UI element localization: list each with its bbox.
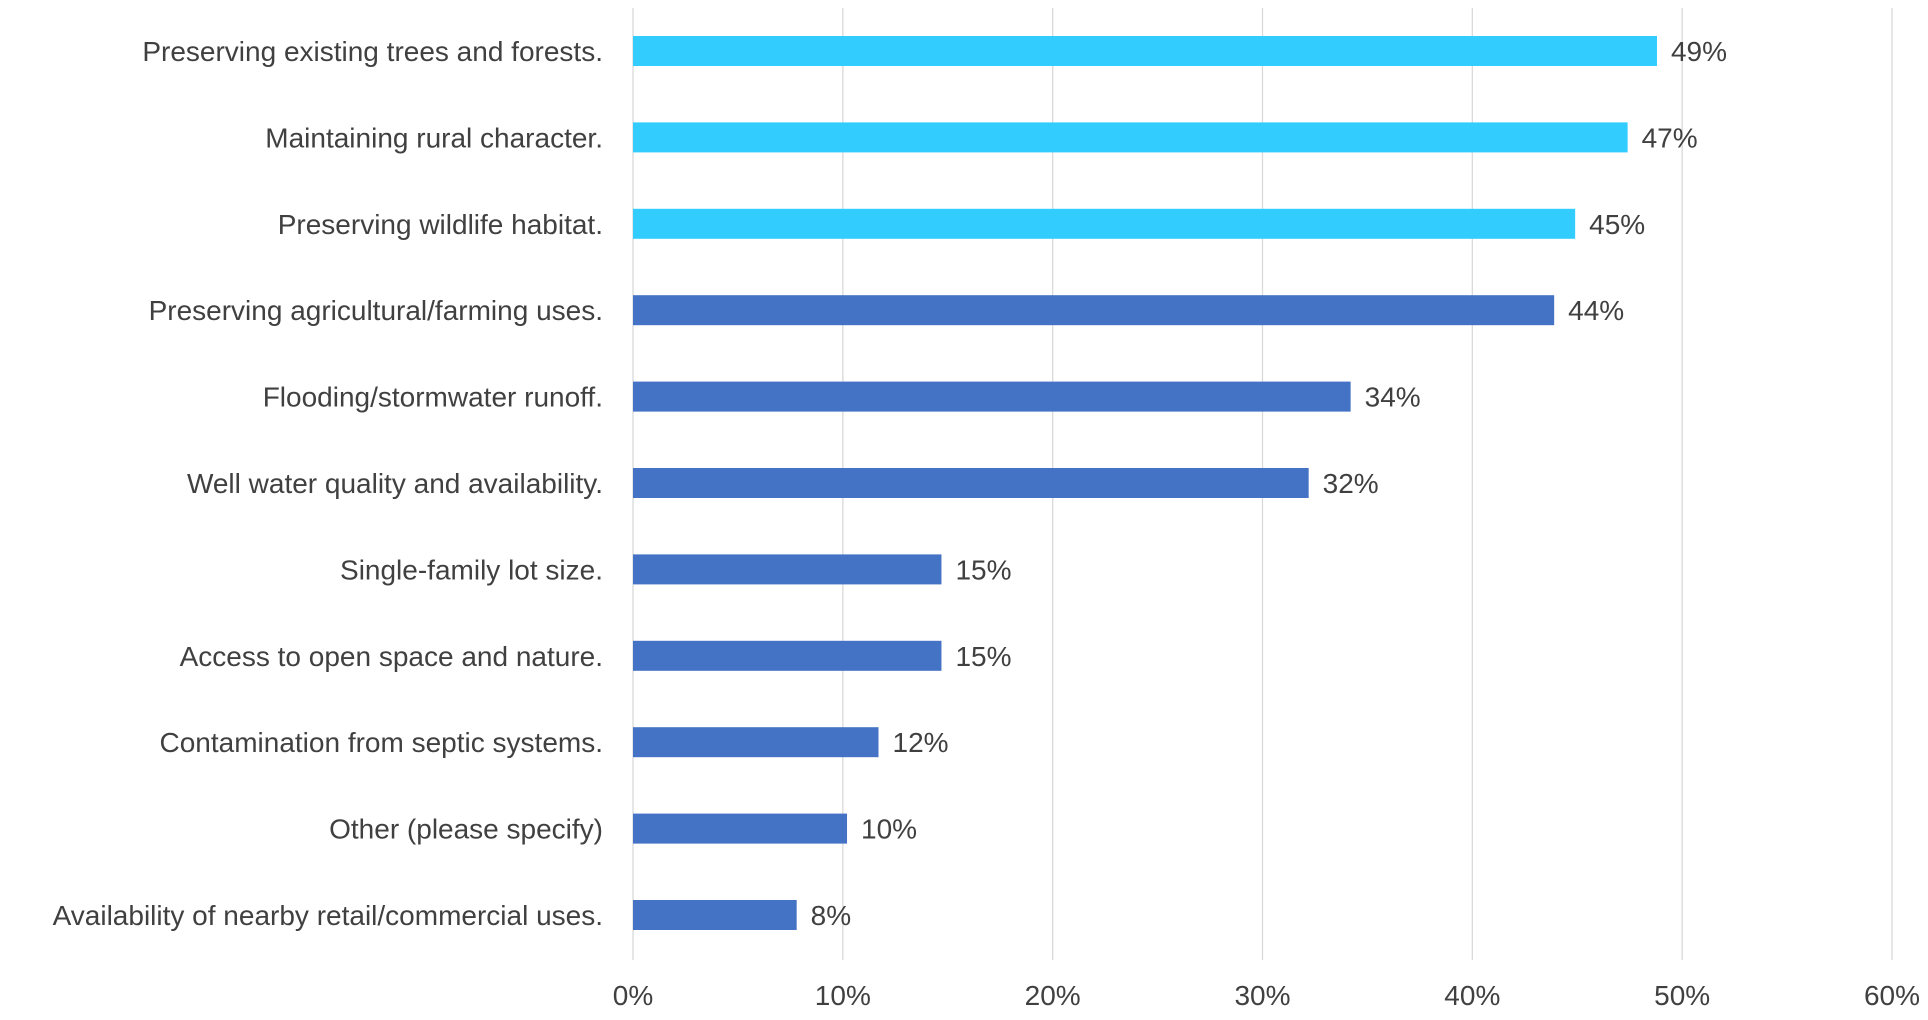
bar: [633, 813, 848, 844]
category-label: Availability of nearby retail/commercial…: [53, 900, 603, 931]
x-tick-label: 40%: [1444, 980, 1500, 1011]
x-tick-label: 30%: [1234, 980, 1290, 1011]
category-label: Well water quality and availability.: [187, 468, 603, 499]
data-label: 45%: [1589, 209, 1645, 240]
category-label: Flooding/stormwater runoff.: [263, 382, 603, 413]
category-label: Preserving agricultural/farming uses.: [149, 295, 603, 326]
data-label-layer: 49% 47% 45% 44% 34% 32% 15% 15% 12% 10% 8%: [811, 36, 1727, 931]
category-label: Access to open space and nature.: [180, 641, 603, 672]
category-label: Maintaining rural character.: [265, 122, 603, 153]
data-label: 47%: [1642, 122, 1698, 153]
category-label-layer: Preserving existing trees and forests. Ma…: [53, 36, 603, 931]
data-label: 15%: [955, 641, 1011, 672]
x-tick-label: 60%: [1864, 980, 1920, 1011]
x-tick-label: 20%: [1025, 980, 1081, 1011]
bar: [633, 381, 1351, 412]
data-label: 44%: [1568, 295, 1624, 326]
bar: [633, 640, 942, 671]
data-label: 49%: [1671, 36, 1727, 67]
x-tick-label: 50%: [1654, 980, 1710, 1011]
data-label: 10%: [861, 814, 917, 845]
bar: [633, 122, 1628, 153]
bar: [633, 36, 1657, 66]
data-label: 8%: [811, 900, 851, 931]
bar: [633, 900, 797, 930]
tick-label-layer: 0% 10% 20% 30% 40% 50% 60%: [613, 980, 1920, 1011]
category-label: Preserving existing trees and forests.: [142, 36, 603, 67]
category-label: Single-family lot size.: [340, 554, 603, 585]
x-tick-label: 10%: [815, 980, 871, 1011]
bar: [633, 295, 1555, 326]
data-label: 15%: [955, 554, 1011, 585]
bar: [633, 727, 879, 758]
bar: [633, 468, 1309, 498]
category-label: Contamination from septic systems.: [160, 727, 604, 758]
bar: [633, 554, 942, 585]
category-label: Preserving wildlife habitat.: [278, 209, 603, 240]
data-label: 32%: [1323, 468, 1379, 499]
x-tick-label: 0%: [613, 980, 653, 1011]
data-label: 12%: [893, 727, 949, 758]
bar-layer: [633, 36, 1657, 930]
bar: [633, 208, 1576, 239]
data-label: 34%: [1365, 382, 1421, 413]
category-label: Other (please specify): [329, 814, 603, 845]
